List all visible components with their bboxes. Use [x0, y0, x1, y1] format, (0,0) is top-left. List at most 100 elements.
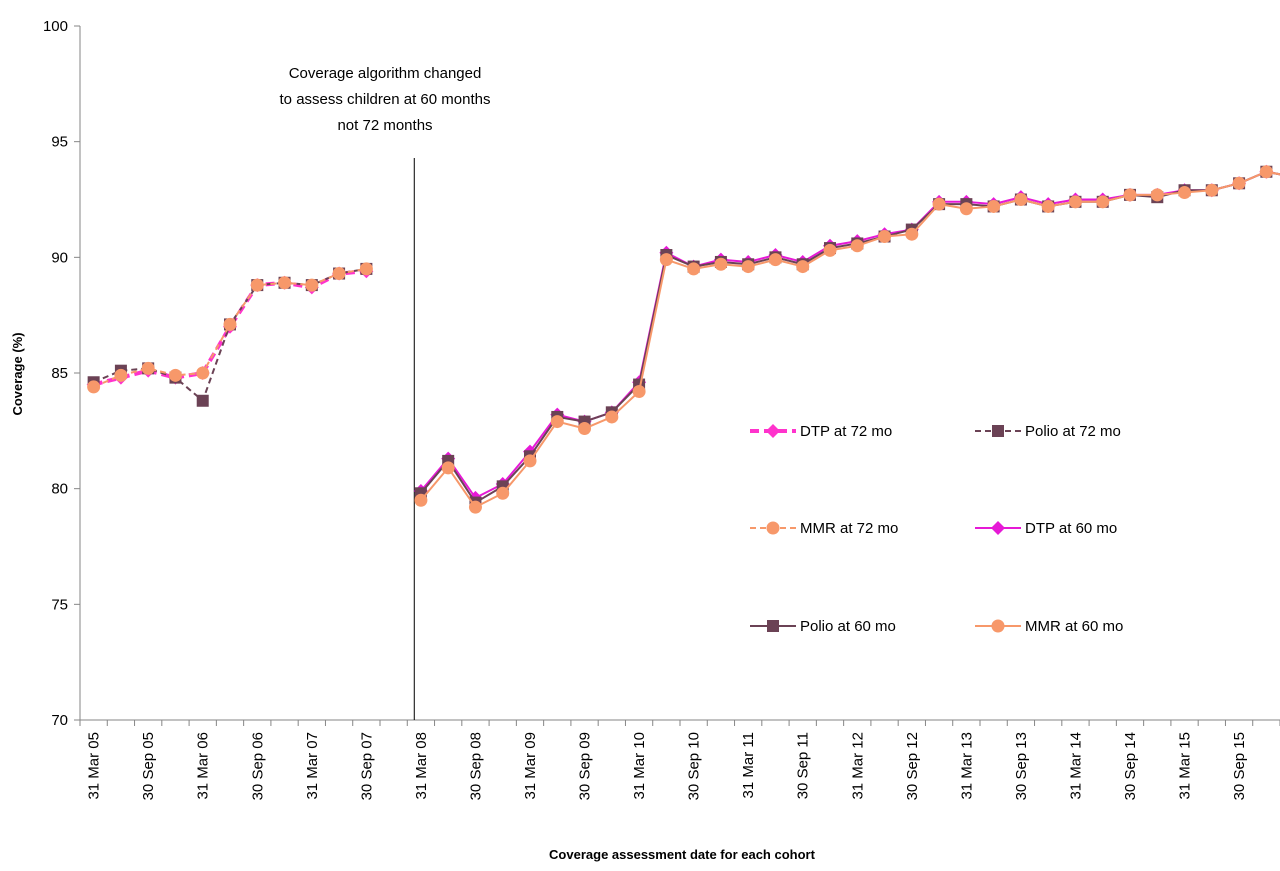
data-point: [278, 276, 292, 290]
data-point: [1014, 193, 1028, 206]
series-polio-at-72-mo: [87, 262, 373, 407]
legend-item: MMR at 72 mo: [750, 520, 898, 537]
data-point: [605, 410, 619, 424]
data-point: [1205, 183, 1219, 197]
data-point: [1178, 186, 1192, 200]
y-tick-label: 90: [51, 249, 68, 266]
legend-label: Polio at 72 mo: [1025, 423, 1121, 440]
legend-label: DTP at 72 mo: [800, 423, 892, 440]
x-axis-title: Coverage assessment date for each cohort: [549, 847, 816, 862]
data-point: [714, 257, 728, 271]
axes: 70 75 80 85 90 95 100 31 Mar 05 30 Sep 05 31 Mar …: [43, 18, 1280, 800]
y-tick-label: 80: [51, 481, 68, 498]
data-point: [414, 493, 428, 507]
series-line: [420, 170, 1280, 504]
x-tick-label: 31 Mar 11: [740, 732, 757, 798]
data-point: [687, 262, 701, 276]
x-tick-label: 30 Sep 13: [1013, 732, 1030, 800]
data-point: [141, 361, 155, 375]
legend-marker: [992, 425, 1004, 437]
y-tick-label: 70: [51, 712, 68, 729]
data-point: [523, 454, 537, 468]
data-point: [332, 267, 346, 281]
x-tick-label: 31 Mar 08: [413, 732, 430, 800]
x-tick-label: 30 Sep 07: [358, 732, 375, 800]
x-tick-label: 30 Sep 15: [1231, 732, 1248, 800]
legend-marker: [991, 521, 1005, 535]
x-tick-label: 30 Sep 05: [140, 732, 157, 800]
data-point: [796, 260, 810, 274]
series-mmr-at-60-mo: [414, 165, 1280, 514]
x-tick-label: 30 Sep 10: [686, 732, 703, 800]
data-point: [659, 253, 673, 267]
data-point: [959, 202, 973, 216]
data-point: [1096, 195, 1110, 209]
data-point: [196, 394, 209, 407]
series-line: [420, 170, 1280, 499]
data-point: [196, 366, 210, 380]
data-point: [878, 230, 892, 244]
legend-item: Polio at 60 mo: [750, 618, 896, 635]
data-point: [441, 461, 455, 475]
data-point: [1259, 165, 1273, 179]
x-tick-label: 30 Sep 12: [904, 732, 921, 800]
data-point: [550, 415, 564, 429]
y-tick-label: 95: [51, 134, 68, 151]
legend-label: DTP at 60 mo: [1025, 520, 1117, 537]
data-point: [1232, 176, 1246, 190]
legend-item: MMR at 60 mo: [975, 618, 1123, 635]
data-point: [850, 239, 864, 253]
data-point: [1041, 199, 1055, 213]
series-line: [420, 170, 1280, 509]
data-point: [168, 368, 182, 382]
data-point: [905, 227, 919, 241]
x-tick-label: 31 Mar 07: [304, 732, 321, 800]
series-dtp-at-60-mo: [413, 164, 1280, 505]
data-point: [496, 486, 510, 500]
data-point: [1150, 188, 1164, 202]
y-tick-label: 85: [51, 365, 68, 382]
legend-marker: [766, 521, 780, 535]
annotation-line-1: Coverage algorithm changed: [289, 65, 482, 82]
x-tick-label: 31 Mar 12: [849, 732, 866, 800]
data-point: [223, 317, 237, 331]
annotation-line-2: to assess children at 60 months: [280, 91, 491, 108]
data-point: [823, 243, 837, 257]
legend-item: DTP at 72 mo: [750, 423, 892, 440]
data-point: [1068, 195, 1082, 209]
annotation-group: Coverage algorithm changed to assess chi…: [280, 65, 491, 720]
legend-label: Polio at 60 mo: [800, 618, 896, 635]
x-tick-label: 31 Mar 14: [1067, 732, 1084, 800]
x-tick-label: 30 Sep 14: [1122, 732, 1139, 800]
data-point: [741, 260, 755, 274]
x-tick-label: 31 Mar 06: [195, 732, 212, 800]
series-polio-at-60-mo: [414, 165, 1280, 509]
x-tick-label: 31 Mar 15: [1177, 732, 1194, 800]
series-mmr-at-72-mo: [87, 262, 373, 394]
y-tick-label: 75: [51, 596, 68, 613]
x-tick-label: 31 Mar 10: [631, 732, 648, 800]
x-tick-label: 30 Sep 06: [249, 732, 266, 800]
legend-label: MMR at 72 mo: [800, 520, 898, 537]
legend-marker: [991, 619, 1005, 633]
legend-marker: [766, 424, 780, 438]
y-tick-label: 100: [43, 18, 68, 35]
series-line: [93, 269, 367, 387]
data-point: [87, 380, 101, 394]
series-line: [93, 267, 367, 402]
y-axis-title: Coverage (%): [10, 332, 25, 415]
legend: DTP at 72 mo Polio at 72 mo MMR at 72 mo DT…: [750, 423, 1123, 635]
data-point: [114, 368, 128, 382]
x-tick-label: 30 Sep 11: [795, 732, 812, 799]
legend-label: MMR at 60 mo: [1025, 618, 1123, 635]
x-tick-label: 30 Sep 08: [467, 732, 484, 800]
x-tick-label: 31 Mar 09: [522, 732, 539, 800]
data-point: [359, 262, 373, 276]
data-point: [578, 422, 592, 436]
x-tick-label: 31 Mar 05: [86, 732, 103, 800]
annotation-line-3: not 72 months: [337, 117, 432, 134]
legend-marker: [767, 620, 779, 632]
data-point: [250, 278, 264, 292]
